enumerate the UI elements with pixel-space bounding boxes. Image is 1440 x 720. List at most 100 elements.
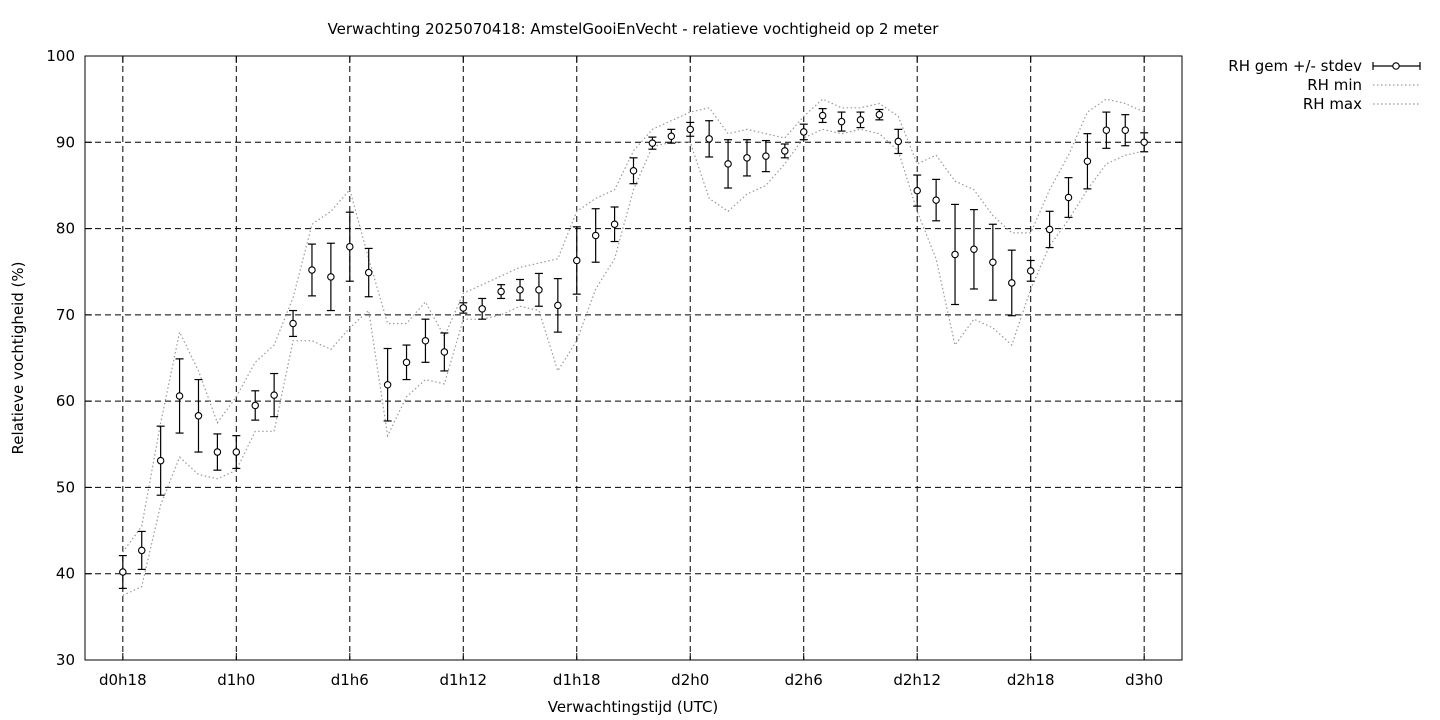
errorbar-point xyxy=(761,139,770,173)
errorbar-point xyxy=(969,208,978,290)
errorbar-point xyxy=(591,208,600,263)
errorbar-point xyxy=(137,530,146,571)
mean-point xyxy=(119,568,127,576)
x-tick-label: d1h6 xyxy=(331,671,369,689)
mean-point xyxy=(894,137,903,146)
x-axis-ticks: d0h18 d1h0 d1h6 d1h12 d1h18 d2h0 d2h6 d2h12 d2h1… xyxy=(99,56,1163,689)
mean-point xyxy=(667,132,676,140)
mean-point xyxy=(516,286,524,294)
plot-frame xyxy=(84,55,1183,661)
y-tick-label: 90 xyxy=(56,133,75,151)
x-tick-label: d2h6 xyxy=(785,671,823,689)
rh-max-line xyxy=(122,98,1145,553)
y-axis-label: Relatieve vochtigheid (%) xyxy=(9,261,27,454)
errorbar-point xyxy=(251,390,260,421)
errorbar-point xyxy=(856,111,865,129)
y-axis-ticks: 30 40 50 60 70 80 90 100 xyxy=(46,47,1182,669)
series-lines xyxy=(122,98,1145,596)
mean-point xyxy=(270,391,278,399)
errorbar-point xyxy=(497,284,506,300)
errorbar-point xyxy=(194,378,203,453)
legend-point xyxy=(1392,62,1400,70)
errorbar-point xyxy=(932,178,941,222)
errorbar-point xyxy=(780,143,789,159)
mean-point xyxy=(402,358,411,367)
errorbar-point xyxy=(307,243,316,297)
mean-point xyxy=(213,448,222,456)
x-tick-label: d2h12 xyxy=(893,671,941,689)
errorbar-point xyxy=(156,425,165,496)
errorbar-point xyxy=(213,433,222,471)
errorbar-point xyxy=(667,128,676,144)
y-tick-label: 30 xyxy=(56,651,75,669)
x-tick-label: d2h0 xyxy=(671,671,709,689)
errorbar-point xyxy=(175,358,184,434)
mean-point xyxy=(1140,138,1148,147)
mean-point xyxy=(175,392,184,400)
mean-point xyxy=(497,287,505,296)
errorbar-point xyxy=(1083,133,1092,190)
mean-point xyxy=(705,135,713,143)
errorbar-point xyxy=(1064,177,1073,218)
mean-point xyxy=(856,116,865,124)
mean-point xyxy=(1026,267,1035,275)
y-tick-label: 80 xyxy=(56,220,75,238)
errorbar-point xyxy=(705,120,714,158)
mean-point xyxy=(781,147,789,155)
errorbar-point xyxy=(232,435,241,470)
x-tick-label: d3h0 xyxy=(1125,671,1163,689)
grid-lines xyxy=(85,56,1182,660)
errorbar-point xyxy=(459,302,468,314)
errorbar-point xyxy=(345,211,354,282)
errorbar-point xyxy=(440,332,449,372)
x-axis-label: Verwachtingstijd (UTC) xyxy=(548,698,719,716)
errorbar-point xyxy=(610,206,619,243)
mean-point xyxy=(308,266,316,274)
mean-point xyxy=(913,186,921,195)
errorbar-point xyxy=(534,272,543,307)
errorbar-point xyxy=(629,157,638,185)
legend-label: RH max xyxy=(1303,95,1362,113)
mean-point xyxy=(478,305,486,313)
mean-point xyxy=(1045,225,1054,234)
errorbar-point xyxy=(1007,249,1016,317)
errorbar-point xyxy=(951,203,960,306)
errorbar-point xyxy=(837,111,846,132)
mean-point xyxy=(383,380,392,389)
errorbar-point xyxy=(742,139,751,177)
y-tick-label: 70 xyxy=(56,306,75,324)
mean-point xyxy=(1008,279,1016,287)
mean-point xyxy=(459,304,468,312)
mean-point xyxy=(970,245,978,254)
errorbar-point xyxy=(799,123,808,141)
y-tick-label: 100 xyxy=(46,47,75,65)
mean-point xyxy=(554,301,562,310)
mean-point xyxy=(875,110,884,119)
mean-point xyxy=(932,196,940,204)
mean-point xyxy=(951,250,959,259)
mean-point xyxy=(232,448,241,456)
x-tick-label: d1h0 xyxy=(217,671,255,689)
mean-point xyxy=(156,456,165,465)
errorbar-point xyxy=(478,297,487,320)
mean-point xyxy=(686,125,694,134)
y-tick-label: 60 xyxy=(56,392,75,410)
x-tick-label: d0h18 xyxy=(99,671,147,689)
errorbar-point xyxy=(553,278,562,333)
errorbar-point xyxy=(686,121,695,137)
x-tick-label: d1h12 xyxy=(439,671,487,689)
legend-label: RH gem +/- stdev xyxy=(1228,57,1362,75)
mean-point xyxy=(724,160,732,168)
errorbar-point xyxy=(326,242,335,312)
y-tick-label: 50 xyxy=(56,478,75,496)
errorbar-point xyxy=(648,136,657,150)
mean-point xyxy=(648,139,657,147)
errorbar-series xyxy=(118,108,1149,589)
mean-point xyxy=(137,546,146,555)
errorbar-point xyxy=(913,174,922,207)
mean-point xyxy=(743,154,751,162)
errorbar-point xyxy=(118,554,127,589)
